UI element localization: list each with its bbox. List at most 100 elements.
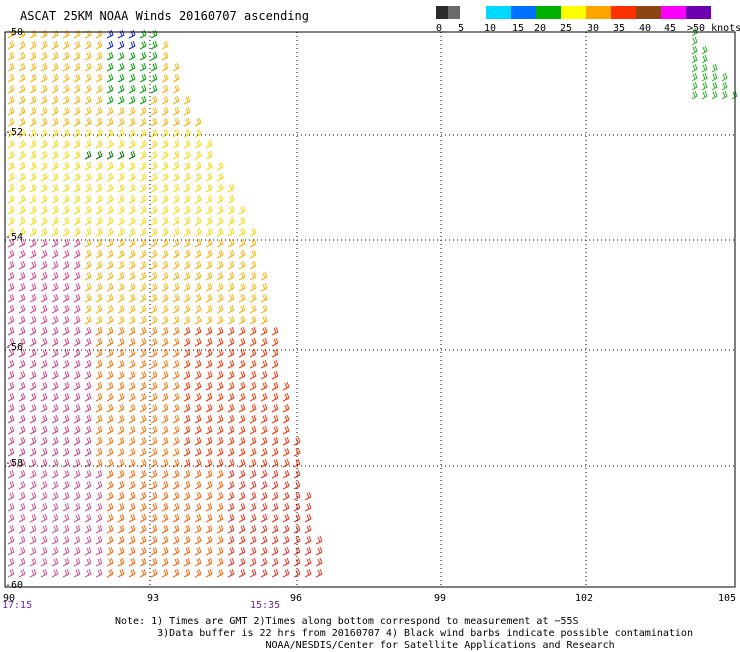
wind-barb xyxy=(7,568,15,578)
wind-barb xyxy=(172,139,180,149)
wind-barb xyxy=(139,447,147,457)
wind-barb xyxy=(51,161,59,171)
wind-barb xyxy=(40,73,48,83)
wind-barb xyxy=(18,194,26,204)
wind-barb xyxy=(106,425,114,435)
wind-barb xyxy=(7,139,15,149)
wind-barb xyxy=(194,150,202,160)
scale-swatch xyxy=(448,6,460,19)
wind-barb xyxy=(271,524,279,534)
wind-barb xyxy=(150,282,158,292)
wind-barb xyxy=(18,95,26,105)
wind-barb xyxy=(18,502,26,512)
wind-barb xyxy=(216,172,224,182)
wind-barb xyxy=(271,557,279,567)
footnote-notes: Note: 1) Times are GMT 2)Times along bot… xyxy=(115,616,693,652)
wind-barb xyxy=(238,392,246,402)
wind-barb xyxy=(238,337,246,347)
wind-barb xyxy=(51,513,59,523)
wind-barb xyxy=(51,480,59,490)
wind-barb xyxy=(216,469,224,479)
wind-barb xyxy=(73,205,81,215)
wind-barb xyxy=(62,315,70,325)
wind-barb xyxy=(691,36,698,46)
wind-barb xyxy=(117,348,125,358)
wind-barb xyxy=(304,502,312,512)
wind-barb xyxy=(227,414,235,424)
wind-barb xyxy=(84,282,92,292)
wind-barb xyxy=(128,447,136,457)
wind-barb xyxy=(51,557,59,567)
wind-barb xyxy=(106,282,114,292)
wind-barb xyxy=(117,381,125,391)
wind-barb xyxy=(95,29,103,39)
wind-barb xyxy=(249,271,257,281)
wind-barb xyxy=(117,260,125,270)
wind-barb xyxy=(40,51,48,61)
wind-barb xyxy=(117,172,125,182)
wind-barb xyxy=(84,447,92,457)
scale-swatch xyxy=(636,6,661,19)
lat-label: -56 xyxy=(5,342,24,353)
wind-barb xyxy=(84,95,92,105)
wind-barb xyxy=(227,315,235,325)
wind-barb xyxy=(183,95,191,105)
wind-barb xyxy=(29,403,37,413)
wind-barb xyxy=(29,150,37,160)
wind-barb xyxy=(40,227,48,237)
wind-barb xyxy=(249,403,257,413)
wind-barb xyxy=(106,370,114,380)
wind-barb xyxy=(150,249,158,259)
wind-barb xyxy=(205,546,213,556)
time-label: 15:35 xyxy=(250,600,281,611)
wind-barb xyxy=(7,117,15,127)
wind-barb xyxy=(227,546,235,556)
wind-barb xyxy=(691,81,698,91)
wind-barb xyxy=(40,370,48,380)
wind-barb xyxy=(216,194,224,204)
wind-barb xyxy=(117,513,125,523)
wind-barb xyxy=(249,524,257,534)
wind-barb xyxy=(40,436,48,446)
wind-barb xyxy=(249,260,257,270)
wind-barb xyxy=(139,469,147,479)
wind-barb xyxy=(62,150,70,160)
wind-barb xyxy=(161,194,169,204)
wind-barb xyxy=(95,139,103,149)
wind-barb xyxy=(73,348,81,358)
wind-barb xyxy=(128,205,136,215)
wind-barb xyxy=(701,81,708,91)
wind-barb xyxy=(260,480,268,490)
wind-barb xyxy=(161,359,169,369)
wind-barb xyxy=(205,502,213,512)
wind-barb xyxy=(106,271,114,281)
wind-barb xyxy=(172,106,180,116)
wind-barb xyxy=(701,54,708,64)
wind-barb xyxy=(40,447,48,457)
wind-barb xyxy=(29,73,37,83)
wind-barb xyxy=(194,436,202,446)
wind-barb xyxy=(205,282,213,292)
wind-barb xyxy=(238,348,246,358)
wind-barb xyxy=(29,205,37,215)
wind-barb xyxy=(249,535,257,545)
wind-barb xyxy=(51,392,59,402)
wind-barb xyxy=(29,84,37,94)
wind-barb xyxy=(128,469,136,479)
wind-barb xyxy=(161,161,169,171)
wind-barb xyxy=(216,557,224,567)
wind-barb xyxy=(172,381,180,391)
wind-barb xyxy=(73,414,81,424)
wind-barb xyxy=(29,491,37,501)
wind-barb xyxy=(29,139,37,149)
wind-barb xyxy=(194,546,202,556)
wind-barb xyxy=(62,29,70,39)
wind-barb xyxy=(18,271,26,281)
wind-barb xyxy=(117,95,125,105)
wind-barb xyxy=(95,304,103,314)
wind-barb xyxy=(139,183,147,193)
wind-barb xyxy=(73,304,81,314)
note-line: 3)Data buffer is 22 hrs from 20160707 4)… xyxy=(115,628,693,639)
wind-barb xyxy=(95,183,103,193)
wind-barb xyxy=(238,249,246,259)
